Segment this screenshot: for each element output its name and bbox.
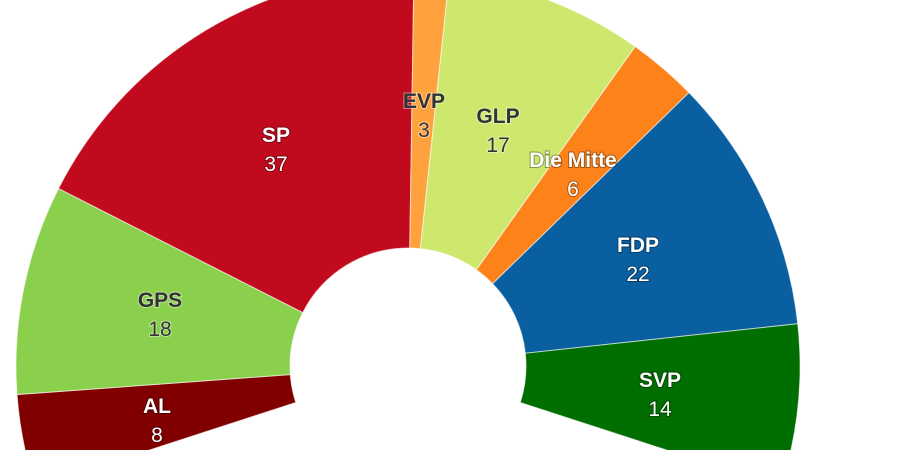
slice-value-al: 8 [151,424,163,447]
party-name: GLP [476,105,519,128]
seat-count: 14 [648,398,672,421]
seat-count: 6 [567,178,579,201]
slice-label-fdp: FDP [617,234,659,257]
seat-count: 17 [486,134,509,157]
slice-svp [519,323,801,450]
party-name: Die Mitte [529,149,617,172]
seat-count: 18 [148,318,171,341]
slice-fdp [491,91,799,354]
party-name: SP [262,124,290,147]
slice-label-gps: GPS [138,289,182,312]
party-name: FDP [617,234,659,257]
slice-label-evp: EVP [403,90,445,113]
party-name: EVP [403,90,445,113]
seat-count: 37 [264,153,287,176]
slice-value-gps: 18 [148,318,171,341]
slice-label-svp: SVP [639,369,681,392]
slice-value-die-mitte: 6 [567,178,579,201]
slice-gps [15,187,304,396]
slice-value-evp: 3 [418,119,430,142]
slice-value-svp: 14 [648,398,672,421]
party-name: AL [143,395,171,418]
chart-labels: AL 8 GPS 18 SP 37 EVP 3 GLP 17 Die Mitte… [137,89,682,448]
slice-value-sp: 37 [264,153,287,176]
party-name: SVP [639,369,681,392]
seat-count: 22 [626,263,649,286]
seat-count: 8 [151,424,163,447]
slice-label-sp: SP [262,124,290,147]
slice-sp [57,0,415,314]
slice-label-al: AL [143,395,171,418]
slice-value-fdp: 22 [626,263,649,286]
party-name: GPS [138,289,182,312]
slice-label-die-mitte: Die Mitte [529,149,617,172]
slice-label-glp: GLP [476,105,519,128]
seat-count: 3 [418,119,430,142]
slice-glp [419,0,636,271]
chart-slices [15,0,801,450]
slice-value-glp: 17 [486,134,509,157]
